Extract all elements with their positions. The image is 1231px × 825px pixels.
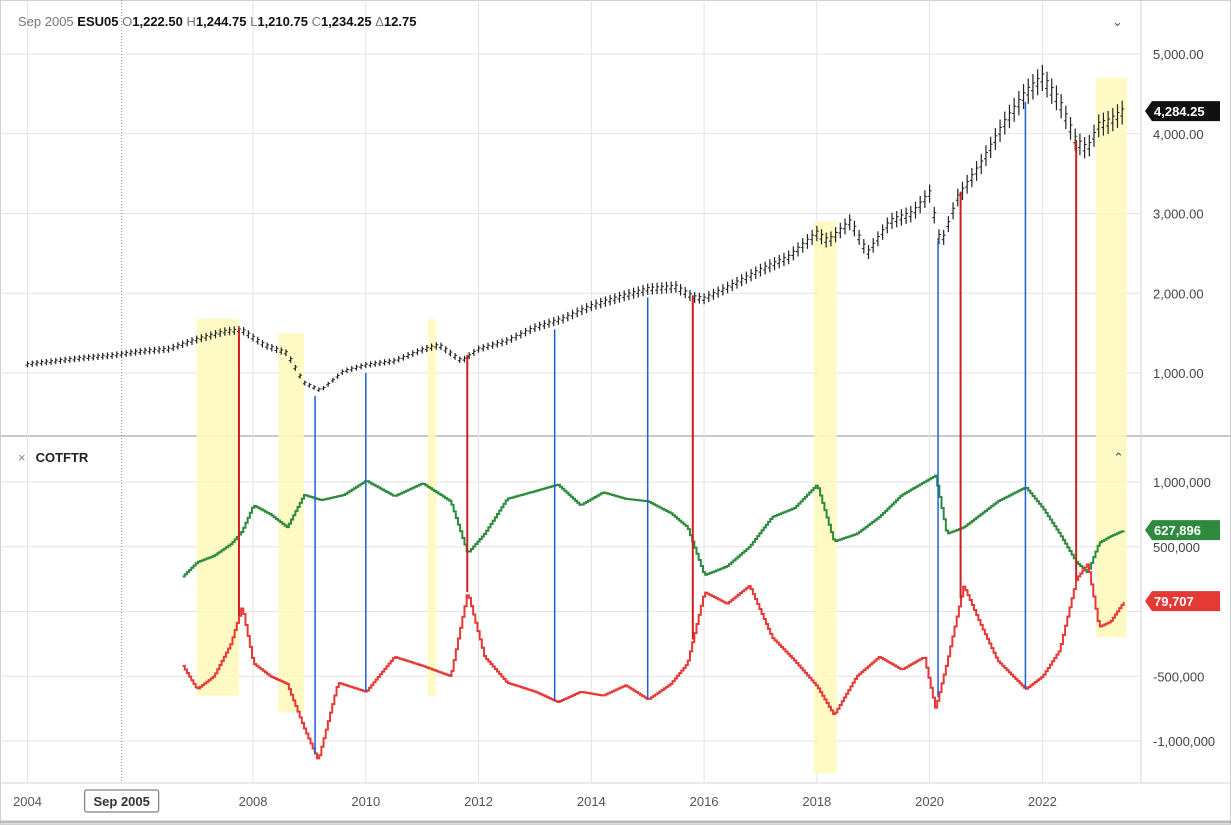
time-tick-label: 2014	[577, 794, 606, 809]
time-tick-label: 2016	[690, 794, 719, 809]
high-label: H	[186, 14, 196, 29]
chevron-up-icon[interactable]: ⌃	[1113, 450, 1124, 465]
price-last-tag: 4,284.25	[1145, 101, 1220, 122]
open-value: 1,222.50	[132, 14, 183, 29]
highlight-band	[196, 318, 239, 696]
price-last-tag-text: 4,284.25	[1154, 104, 1205, 119]
chevron-down-icon[interactable]: ⌄	[1112, 14, 1123, 29]
time-tick-label: 2018	[802, 794, 831, 809]
low-value: 1,210.75	[257, 14, 308, 29]
low-label: L	[250, 14, 258, 29]
price-series	[25, 64, 1125, 392]
header-date: Sep 2005	[18, 14, 74, 29]
open-label: O	[122, 14, 133, 29]
price-tick-label: 3,000.00	[1153, 207, 1204, 222]
cot-tick-label: -1,000,000	[1153, 734, 1215, 749]
indicator-name: COTFTR	[35, 450, 89, 465]
close-label: C	[311, 14, 321, 29]
high-value: 1,244.75	[195, 14, 247, 29]
time-tick-label: 2004	[13, 794, 42, 809]
green-cot-line	[182, 474, 1125, 578]
time-tick-label: 2020	[915, 794, 944, 809]
green-last-tag-bg	[1145, 520, 1220, 541]
cot-tick-label: -500,000	[1153, 669, 1204, 684]
indicator-title: × COTFTR	[18, 450, 88, 465]
change-label: Δ	[375, 14, 384, 29]
time-tick-label: 2022	[1028, 794, 1057, 809]
price-tick-label: 5,000.00	[1153, 47, 1204, 62]
price-tick-label: 2,000.00	[1153, 286, 1204, 301]
crosshair-label-text: Sep 2005	[94, 794, 150, 809]
green-last-tag: 627,896	[1145, 520, 1220, 541]
crosshair-label-bg	[84, 789, 160, 813]
close-icon[interactable]: ×	[18, 450, 26, 465]
header-symbol: ESU05	[77, 14, 119, 29]
price-tick-label: 1,000.00	[1153, 366, 1204, 381]
crosshair-label: Sep 2005	[84, 789, 160, 813]
highlight-band	[814, 221, 837, 774]
red-last-tag-bg	[1145, 591, 1220, 612]
change-value: 12.75	[383, 14, 417, 29]
red-cot-line	[182, 563, 1125, 760]
time-tick-label: 2008	[239, 794, 268, 809]
price-tick-label: 4,000.00	[1153, 127, 1204, 142]
highlight-band	[427, 318, 437, 696]
cot-tick-label: 1,000,000	[1153, 475, 1211, 490]
close-value: 1,234.25	[320, 14, 372, 29]
ohlc-header: Sep 2005 ESU05 O1,222.50 H1,244.75 L1,21…	[18, 14, 416, 29]
time-tick-label: 2012	[464, 794, 493, 809]
highlight-band	[1095, 77, 1127, 638]
time-tick-label: 2010	[351, 794, 380, 809]
red-last-tag: 79,707	[1145, 591, 1220, 612]
green-last-tag-text: 627,896	[1154, 523, 1201, 538]
cot-tick-label: 500,000	[1153, 540, 1200, 555]
red-last-tag-text: 79,707	[1154, 594, 1194, 609]
price-last-tag-bg	[1145, 101, 1220, 122]
